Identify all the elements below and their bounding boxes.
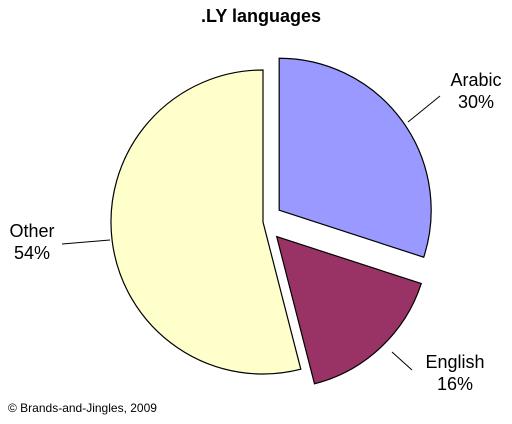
pie-slice-other	[110, 69, 302, 375]
slice-label-english: English	[425, 352, 484, 372]
slice-label-other: Other	[9, 221, 54, 241]
pie-slices	[110, 57, 432, 385]
leader-line-english	[391, 351, 413, 371]
slice-label-arabic: Arabic	[450, 70, 501, 90]
pie-slice-arabic	[278, 57, 432, 258]
slice-value-other: 54%	[14, 243, 50, 263]
slice-value-english: 16%	[437, 374, 473, 394]
slice-value-arabic: 30%	[458, 92, 494, 112]
leader-line-arabic	[407, 95, 441, 123]
copyright-notice: © Brands-and-Jingles, 2009	[8, 401, 157, 415]
leader-lines	[61, 95, 441, 371]
leader-line-other	[61, 239, 111, 245]
chart-title: .LY languages	[201, 6, 321, 26]
pie-slice-english	[275, 235, 423, 385]
